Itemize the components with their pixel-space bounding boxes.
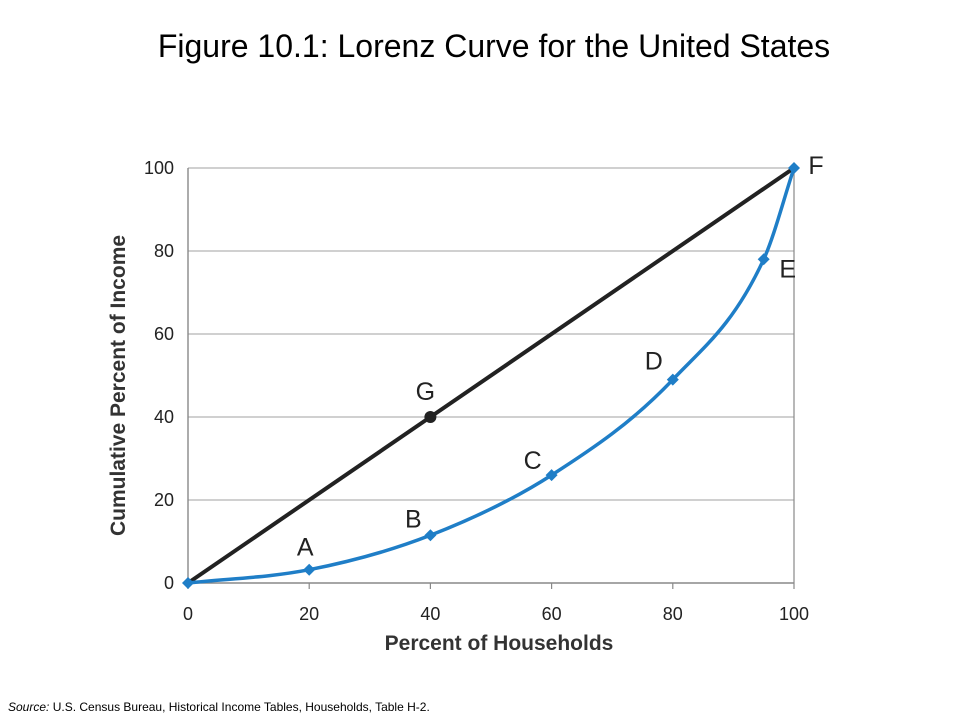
chart-title: Figure 10.1: Lorenz Curve for the United… — [157, 28, 831, 64]
y-tick-label: 0 — [164, 573, 174, 593]
lorenz-point — [545, 469, 558, 482]
point-label: G — [416, 378, 435, 406]
equality-point — [424, 411, 437, 423]
x-tick-label: 40 — [420, 604, 440, 624]
point-label: D — [645, 348, 663, 376]
x-tick-labels: 0 20 40 60 80 100 — [183, 604, 809, 624]
point-label: E — [779, 255, 796, 283]
lorenz-point — [424, 529, 437, 542]
x-axis-label: Percent of Households — [385, 632, 614, 655]
x-tick-label: 0 — [183, 604, 193, 624]
equality-line — [186, 166, 796, 585]
lorenz-chart: 0 20 40 60 80 100 0 20 40 60 80 100 A B C D E F G Percen… — [107, 152, 824, 655]
gridlines — [188, 167, 794, 501]
lorenz-point — [182, 577, 194, 589]
y-axis-label: Cumulative Percent of Income — [107, 235, 130, 536]
source-text: U.S. Census Bureau, Historical Income Ta… — [52, 700, 430, 714]
lorenz-point — [303, 563, 316, 576]
source-label: Source: — [8, 700, 50, 714]
x-tick-label: 20 — [299, 604, 319, 624]
lorenz-point — [757, 253, 770, 266]
point-labels: A B C D E F G — [297, 152, 824, 562]
series-layer — [182, 162, 800, 589]
y-tick-label: 60 — [154, 324, 174, 344]
source-note: Source: U.S. Census Bureau, Historical I… — [8, 700, 430, 714]
point-label: C — [524, 447, 542, 475]
x-tick-label: 80 — [663, 604, 683, 624]
lorenz-point — [666, 373, 679, 386]
point-label: B — [405, 505, 422, 533]
y-tick-label: 40 — [154, 407, 174, 427]
lorenz-point — [788, 162, 800, 174]
x-tick-label: 60 — [542, 604, 562, 624]
y-tick-label: 100 — [144, 158, 174, 178]
x-tick-label: 100 — [779, 604, 809, 624]
y-tick-label: 20 — [154, 490, 174, 510]
point-label: F — [808, 152, 823, 180]
point-label: A — [297, 534, 314, 562]
y-tick-labels: 0 20 40 60 80 100 — [144, 158, 174, 593]
y-tick-label: 80 — [154, 241, 174, 261]
